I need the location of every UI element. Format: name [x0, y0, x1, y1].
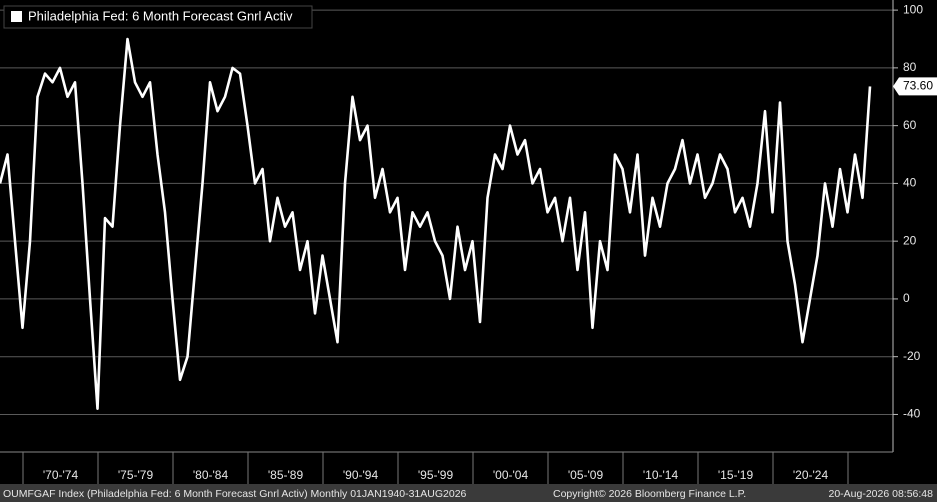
- x-tick-label: '70-'74: [43, 468, 79, 482]
- x-tick-label: '80-'84: [193, 468, 229, 482]
- legend-box: [3, 5, 313, 29]
- series-line: [0, 37, 872, 410]
- x-tick-label: '20-'24: [793, 468, 829, 482]
- x-tick-label: '15-'19: [718, 468, 754, 482]
- x-tick-label: '75-'79: [118, 468, 154, 482]
- legend-label: Philadelphia Fed: 6 Month Forecast Gnrl …: [28, 8, 293, 23]
- y-tick-label: 60: [903, 118, 917, 132]
- last-value-box: [893, 77, 937, 96]
- legend-swatch: [11, 11, 22, 22]
- y-tick-label: 80: [903, 60, 917, 74]
- last-value-label: 73.60: [903, 79, 933, 93]
- x-tick-label: '95-'99: [418, 468, 454, 482]
- footer-bar: [0, 484, 937, 502]
- last-value-tag: 73.60: [893, 77, 937, 96]
- x-tick-label: '85-'89: [268, 468, 304, 482]
- footer-left: OUMFGAF Index (Philadelphia Fed: 6 Month…: [3, 488, 467, 500]
- y-tick-label: -40: [903, 407, 921, 421]
- footer-center: Copyright© 2026 Bloomberg Finance L.P.: [553, 488, 746, 500]
- x-tick-label: '90-'94: [343, 468, 379, 482]
- y-tick-label: 40: [903, 176, 917, 190]
- x-tick-label: '10-'14: [643, 468, 679, 482]
- y-tick-label: -20: [903, 349, 921, 363]
- y-tick-label: 0: [903, 291, 910, 305]
- x-tick-label: '00-'04: [493, 468, 529, 482]
- x-tick-label: '05-'09: [568, 468, 604, 482]
- y-tick-label: 100: [903, 2, 923, 16]
- y-tick-label: 20: [903, 233, 917, 247]
- footer-right: 20-Aug-2026 08:56:48: [828, 488, 933, 500]
